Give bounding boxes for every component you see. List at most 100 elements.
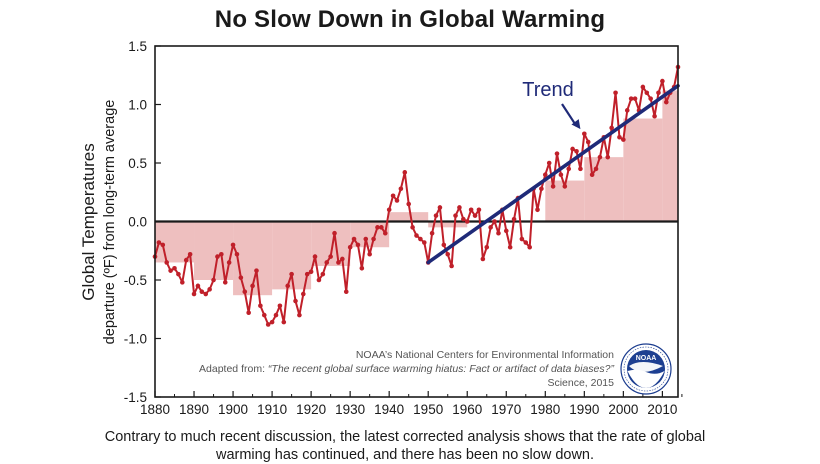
data-point bbox=[375, 225, 380, 230]
data-point bbox=[359, 266, 365, 271]
x-tick-label: 1880 bbox=[140, 402, 170, 417]
data-point bbox=[199, 289, 205, 295]
data-point bbox=[570, 146, 575, 152]
data-point bbox=[468, 207, 474, 213]
data-point bbox=[386, 207, 392, 213]
data-point bbox=[379, 225, 384, 230]
x-tick-label: 1970 bbox=[491, 402, 521, 417]
data-point bbox=[363, 236, 369, 242]
data-point bbox=[484, 244, 490, 250]
x-tick-label: 2000 bbox=[608, 402, 638, 417]
data-point bbox=[304, 271, 310, 277]
y-tick-label: -1.5 bbox=[124, 390, 147, 405]
data-point bbox=[496, 230, 501, 236]
data-point bbox=[160, 242, 166, 248]
data-point bbox=[301, 291, 306, 297]
trend-arrow-shaft bbox=[561, 103, 578, 127]
data-point bbox=[336, 260, 341, 265]
data-point bbox=[546, 160, 552, 166]
data-point bbox=[238, 275, 244, 280]
x-tick-label: 1990 bbox=[569, 402, 599, 417]
x-tick-label: 1920 bbox=[296, 402, 326, 417]
data-point bbox=[453, 213, 458, 218]
data-point bbox=[195, 283, 201, 289]
data-point bbox=[324, 260, 330, 265]
x-axis-ticks: 1880 1890 1900 1910 1920 1930 1940 1950 1960 1970… bbox=[140, 391, 683, 417]
data-point bbox=[215, 254, 220, 259]
data-point bbox=[308, 269, 314, 275]
data-point bbox=[351, 236, 357, 242]
y-tick-label: 1.0 bbox=[128, 98, 147, 113]
data-point bbox=[507, 244, 513, 250]
x-tick-label: 1930 bbox=[335, 402, 365, 417]
data-point bbox=[660, 78, 665, 84]
decade-bar bbox=[662, 90, 678, 222]
x-tick-label: 1980 bbox=[530, 402, 560, 417]
data-point bbox=[285, 283, 291, 289]
data-point bbox=[410, 225, 415, 230]
data-point bbox=[609, 125, 614, 131]
data-point bbox=[476, 207, 482, 213]
data-point bbox=[355, 242, 361, 248]
data-point bbox=[367, 251, 372, 257]
data-point bbox=[347, 244, 353, 250]
data-point bbox=[433, 213, 439, 218]
data-point bbox=[582, 131, 587, 137]
data-point bbox=[172, 266, 177, 271]
data-point bbox=[332, 230, 337, 236]
x-tick-label: 1960 bbox=[452, 402, 482, 417]
data-point bbox=[180, 280, 185, 285]
data-point bbox=[542, 172, 548, 177]
data-point bbox=[437, 205, 443, 210]
data-point bbox=[343, 289, 349, 295]
decade-bar bbox=[155, 221, 195, 263]
data-point bbox=[445, 251, 451, 257]
decade-bar bbox=[194, 221, 234, 280]
caption: Contrary to much recent discussion, the … bbox=[104, 429, 706, 463]
data-point bbox=[250, 283, 255, 289]
data-point bbox=[183, 257, 189, 263]
data-point bbox=[176, 271, 181, 277]
y-axis-label-line1: Global Temperatures bbox=[79, 143, 98, 301]
credit-adapted-prefix: Adapted from: bbox=[199, 363, 268, 375]
data-point bbox=[246, 310, 251, 316]
data-point bbox=[273, 312, 279, 318]
data-point bbox=[394, 198, 400, 203]
data-point bbox=[562, 184, 568, 189]
data-point bbox=[191, 291, 197, 297]
x-tick-label: 1940 bbox=[374, 402, 404, 417]
data-point bbox=[414, 233, 419, 238]
data-point bbox=[624, 108, 630, 113]
data-point bbox=[312, 254, 318, 259]
trend-group: Trend bbox=[426, 79, 680, 265]
data-point bbox=[203, 291, 209, 297]
data-point bbox=[156, 240, 162, 245]
data-point bbox=[449, 263, 454, 269]
credit-adapted-title: “The recent global surface warming hiatu… bbox=[268, 363, 615, 375]
data-point bbox=[663, 99, 669, 105]
data-point bbox=[566, 166, 572, 172]
data-point bbox=[297, 312, 302, 318]
x-tick-label: 2010 bbox=[647, 402, 677, 417]
trend-arrow-head bbox=[571, 119, 581, 130]
x-tick-label: 1910 bbox=[257, 402, 287, 417]
data-point bbox=[628, 96, 634, 101]
y-tick-label: 0.0 bbox=[128, 215, 147, 230]
decade-bar bbox=[623, 118, 663, 222]
data-point bbox=[492, 219, 497, 224]
data-point bbox=[585, 139, 591, 145]
data-point bbox=[168, 268, 173, 273]
data-point bbox=[328, 254, 333, 259]
data-point bbox=[187, 251, 193, 257]
data-point bbox=[234, 251, 240, 257]
data-point bbox=[617, 134, 622, 140]
data-point bbox=[254, 268, 259, 273]
decade-bar bbox=[428, 221, 468, 228]
data-point bbox=[429, 230, 435, 236]
data-point bbox=[390, 193, 396, 199]
data-point bbox=[621, 137, 626, 142]
trend-label: Trend bbox=[522, 79, 574, 101]
data-point bbox=[613, 90, 618, 96]
data-point bbox=[558, 172, 564, 177]
